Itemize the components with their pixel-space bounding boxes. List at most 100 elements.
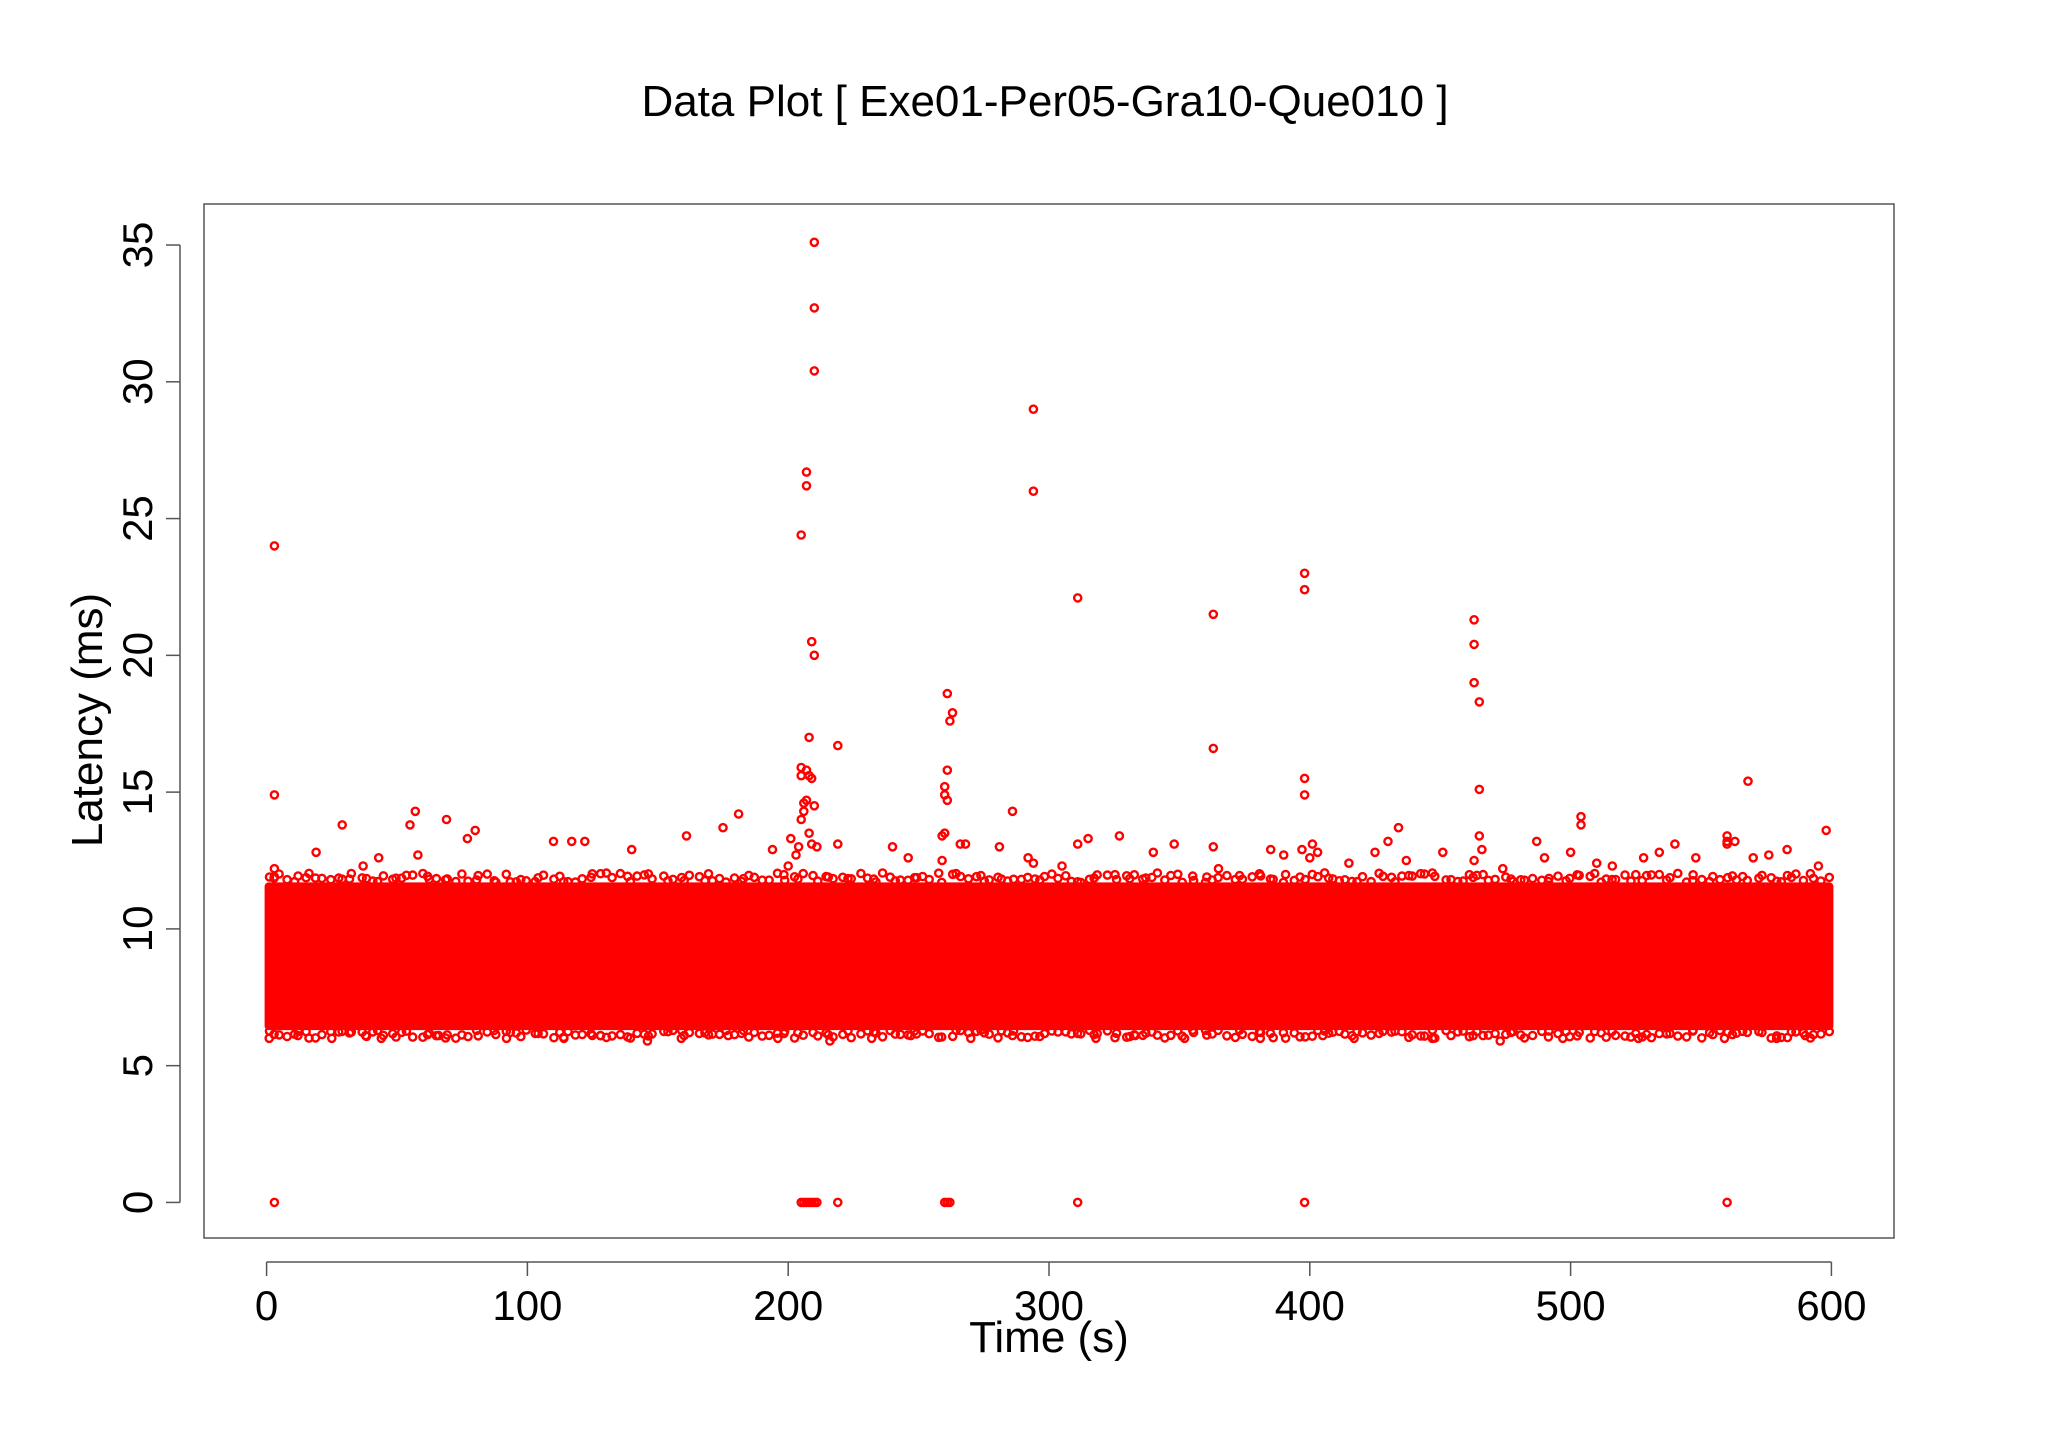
chart-title: Data Plot [ Exe01-Per05-Gra10-Que010 ] <box>641 77 1448 126</box>
data-point <box>413 850 423 860</box>
band-edge-point <box>521 876 532 886</box>
band-edge-point <box>668 1025 678 1036</box>
band-edge-point <box>856 868 866 879</box>
band-edge-point <box>1722 872 1733 883</box>
band-edge-point <box>1791 869 1801 879</box>
band-edge-point <box>1601 1032 1611 1042</box>
data-point <box>1028 486 1039 497</box>
data-point <box>939 828 950 839</box>
band-edge-point <box>1222 870 1232 881</box>
band-edge-point <box>1527 1030 1538 1041</box>
data-point <box>1299 1197 1310 1208</box>
band-edge-point <box>357 873 368 883</box>
band-edge-point <box>1544 873 1554 884</box>
data-point <box>783 861 794 871</box>
data-point <box>1393 822 1404 833</box>
y-tick-label: 35 <box>114 222 161 269</box>
data-point <box>1383 836 1393 847</box>
band-edge-point <box>1742 1027 1753 1038</box>
band-edge-point <box>396 1027 407 1038</box>
data-point <box>1474 784 1485 795</box>
data-point <box>1091 1033 1101 1044</box>
band-edge-point <box>694 1028 705 1039</box>
band-edge-point <box>1278 877 1289 888</box>
band-edge-point <box>984 875 995 885</box>
data-point <box>723 1030 734 1041</box>
y-tick-label: 10 <box>114 906 161 953</box>
data-point <box>791 850 801 860</box>
data-point <box>1730 836 1740 847</box>
band-edge-point <box>1757 1027 1767 1038</box>
band-edge-point <box>933 868 944 879</box>
band-edge-point <box>1771 876 1782 887</box>
data-point <box>1469 855 1479 866</box>
band-edge-point <box>1519 875 1530 886</box>
data-point <box>809 801 820 811</box>
data-point <box>1531 836 1542 847</box>
data-point <box>1782 844 1792 855</box>
data-point <box>945 1197 955 1208</box>
x-tick-label: 100 <box>492 1282 562 1329</box>
data-point <box>1800 1030 1811 1041</box>
data-point <box>358 861 368 871</box>
band-edge-point <box>1307 1031 1318 1041</box>
band-edge-point <box>1415 868 1426 879</box>
data-point <box>1344 858 1354 869</box>
band-edge-point <box>407 870 418 880</box>
band-edge-point <box>1681 1032 1692 1042</box>
band-edge-point <box>431 873 442 884</box>
data-point <box>410 806 421 817</box>
band-edge-point <box>1397 1026 1407 1037</box>
band-edge-point <box>779 869 789 880</box>
band-edge-point <box>846 874 857 884</box>
band-edge-point <box>1620 870 1630 880</box>
band-edge-point <box>1697 1033 1707 1043</box>
band-edge-point <box>1654 869 1665 880</box>
band-edge-point <box>1160 875 1170 885</box>
band-edge-point <box>924 874 935 885</box>
band-edge-point <box>738 1025 749 1036</box>
band-edge-point <box>1102 1026 1113 1036</box>
band-edge-point <box>684 870 695 881</box>
data-point <box>1299 568 1310 579</box>
band-edge-point <box>1110 1032 1120 1043</box>
band-edge-point <box>1111 1028 1122 1039</box>
band-edge-point <box>1188 1027 1199 1038</box>
data-point <box>1722 839 1732 849</box>
band-edge-point <box>1688 875 1698 886</box>
band-edge-point <box>793 874 803 884</box>
data-point <box>548 836 559 847</box>
band-edge-point <box>501 869 512 880</box>
band-edge-point <box>764 1030 774 1041</box>
band-edge-point <box>703 1030 714 1040</box>
data-point <box>1591 858 1602 869</box>
data-point <box>1495 1036 1505 1046</box>
band-edge-point <box>1430 871 1440 882</box>
x-tick-label: 600 <box>1796 1282 1866 1329</box>
data-point <box>809 366 820 376</box>
band-edge-point <box>1415 1031 1426 1041</box>
band-edge-point <box>1047 869 1057 879</box>
data-point <box>433 1030 444 1041</box>
band-edge-point <box>1519 1033 1530 1043</box>
data-point <box>833 1197 843 1208</box>
band-edge-point <box>679 875 690 886</box>
band-edge-point <box>936 877 947 888</box>
data-point <box>955 839 966 849</box>
band-edge-point <box>473 870 484 881</box>
band-edge-point <box>1458 1026 1468 1036</box>
band-edge-point <box>798 868 809 879</box>
band-edge-point <box>1334 876 1345 886</box>
data-point <box>1813 861 1824 871</box>
data-point <box>1633 1033 1644 1044</box>
band-edge-point <box>378 871 389 881</box>
band-edge-point <box>1786 1027 1797 1037</box>
band-edge-point <box>1816 1029 1826 1039</box>
band-edge-point <box>1295 1032 1305 1042</box>
band-edge-point <box>1574 1027 1584 1038</box>
band-edge-point <box>317 1029 327 1040</box>
y-axis: 0 5 10 15 20 25 30 35 <box>114 222 181 1214</box>
band-edge-point <box>1076 877 1086 888</box>
band-edge-point <box>1152 868 1163 878</box>
